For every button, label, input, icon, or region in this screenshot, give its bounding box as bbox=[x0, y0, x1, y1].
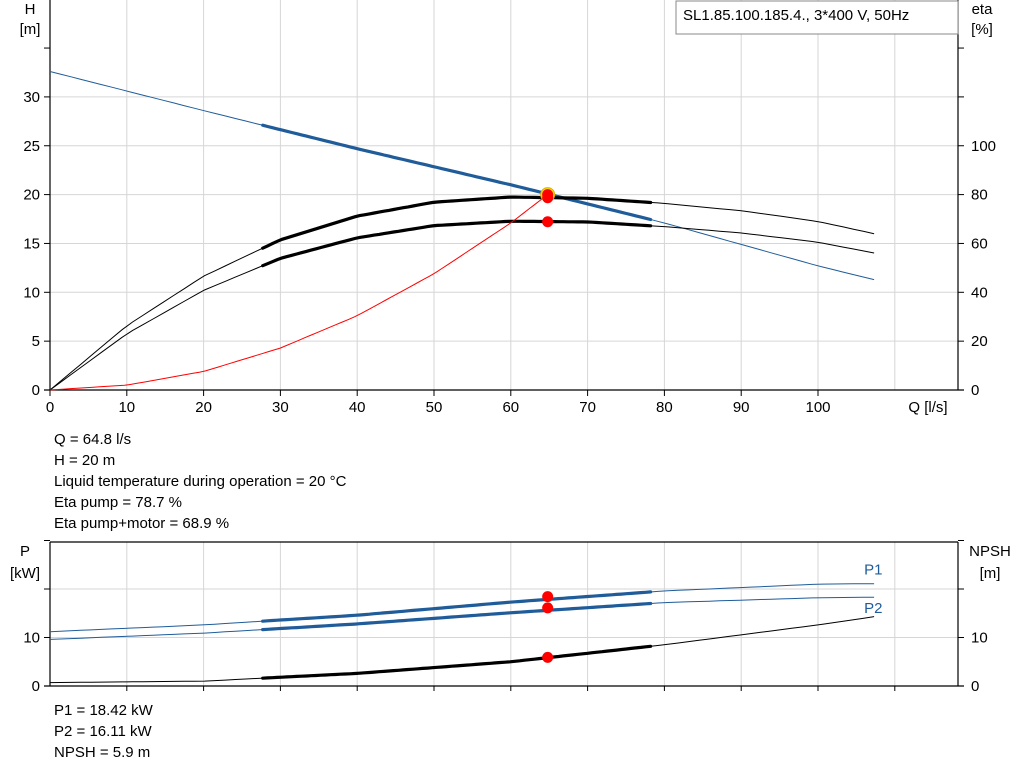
x-axis-title: Q [l/s] bbox=[908, 399, 947, 416]
pump-model-title: SL1.85.100.185.4., 3*400 V, 50Hz bbox=[683, 7, 909, 24]
head-value: H = 20 m bbox=[54, 452, 116, 469]
curve-operating-range bbox=[261, 601, 653, 632]
x-tick-label: 50 bbox=[426, 399, 443, 416]
left-axis-unit: [m] bbox=[20, 21, 41, 38]
left-tick-label: 10 bbox=[23, 630, 40, 647]
curve-operating-range bbox=[261, 123, 653, 222]
curve-operating-range bbox=[261, 590, 653, 623]
left-tick-label: 10 bbox=[23, 284, 40, 301]
left-tick-label: 25 bbox=[23, 138, 40, 155]
left-tick-label: 15 bbox=[23, 235, 40, 252]
flow-value: Q = 64.8 l/s bbox=[54, 431, 132, 448]
left-axis-title: P bbox=[20, 543, 30, 560]
right-axis-unit: [m] bbox=[980, 565, 1001, 582]
curve-head-efficiency-1 bbox=[49, 196, 875, 391]
right-tick-label: 20 bbox=[971, 333, 988, 350]
x-tick-label: 100 bbox=[805, 399, 830, 416]
curve-operating-range bbox=[261, 644, 653, 680]
operating-point-info: Q = 64.8 l/s H = 20 m Liquid temperature… bbox=[54, 429, 346, 534]
right-tick-label: 100 bbox=[971, 138, 996, 155]
left-tick-label: 5 bbox=[32, 333, 40, 350]
p1-value: P1 = 18.42 kW bbox=[54, 702, 153, 719]
left-tick-label: 0 bbox=[32, 382, 40, 399]
left-tick-label: 30 bbox=[23, 89, 40, 106]
legend-label-p1: P1 bbox=[864, 562, 882, 579]
duty-point-marker bbox=[542, 602, 554, 614]
right-axis-title: eta bbox=[972, 1, 994, 18]
right-tick-label: 0 bbox=[971, 382, 979, 399]
right-tick-label: 10 bbox=[971, 630, 988, 647]
p2-value: P2 = 16.11 kW bbox=[54, 723, 152, 740]
right-tick-label: 0 bbox=[971, 678, 979, 695]
x-tick-label: 20 bbox=[195, 399, 212, 416]
curve-p2 bbox=[49, 596, 875, 640]
curve-head-efficiency-3 bbox=[49, 194, 549, 391]
x-tick-label: 70 bbox=[579, 399, 596, 416]
curve-operating-range bbox=[261, 195, 653, 250]
x-tick-label: 0 bbox=[46, 399, 54, 416]
eta-pump-motor-value: Eta pump+motor = 68.9 % bbox=[54, 515, 230, 532]
right-tick-label: 40 bbox=[971, 284, 988, 301]
x-tick-label: 90 bbox=[733, 399, 750, 416]
left-axis-unit: [kW] bbox=[10, 565, 40, 582]
duty-point-marker bbox=[542, 651, 554, 663]
right-tick-label: 80 bbox=[971, 187, 988, 204]
left-tick-label: 20 bbox=[23, 187, 40, 204]
power-info: P1 = 18.42 kW P2 = 16.11 kW NPSH = 5.9 m bbox=[54, 700, 153, 763]
title-box bbox=[675, 0, 959, 35]
right-axis-title: NPSH bbox=[969, 543, 1011, 560]
left-tick-label: 0 bbox=[32, 678, 40, 695]
npsh-value: NPSH = 5.9 m bbox=[54, 744, 151, 761]
liquid-temperature-value: Liquid temperature during operation = 20… bbox=[54, 473, 347, 490]
curve-operating-range bbox=[261, 219, 653, 268]
right-tick-label: 60 bbox=[971, 235, 988, 252]
x-tick-label: 30 bbox=[272, 399, 289, 416]
duty-point-marker bbox=[542, 591, 554, 603]
curve-head-efficiency-0 bbox=[49, 71, 875, 281]
legend-label-p2: P2 bbox=[864, 600, 882, 617]
right-axis-unit: [%] bbox=[971, 21, 993, 38]
duty-point-marker bbox=[542, 192, 554, 204]
x-tick-label: 40 bbox=[349, 399, 366, 416]
x-tick-label: 10 bbox=[118, 399, 135, 416]
x-tick-label: 80 bbox=[656, 399, 673, 416]
x-tick-label: 60 bbox=[502, 399, 519, 416]
duty-point-marker bbox=[542, 216, 554, 228]
eta-pump-value: Eta pump = 78.7 % bbox=[54, 494, 182, 511]
left-axis-title: H bbox=[25, 1, 36, 18]
